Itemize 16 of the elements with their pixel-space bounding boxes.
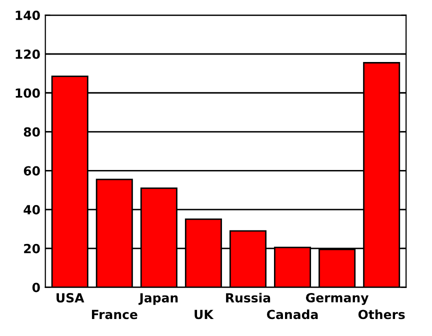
- x-tick-label: France: [92, 310, 138, 320]
- y-tick-label: 100: [16, 88, 40, 98]
- x-tick-label: Japan: [138, 293, 178, 305]
- y-tick-label: 60: [24, 166, 40, 176]
- x-tick-label: USA: [56, 293, 84, 303]
- y-tick-label: 0: [32, 282, 40, 292]
- x-tick-label: Russia: [226, 292, 270, 303]
- y-tick-label: 20: [24, 244, 40, 254]
- x-tick-label: Canada: [266, 310, 318, 320]
- y-tick-label: 80: [24, 127, 40, 137]
- x-tick-label: UK: [194, 310, 214, 320]
- y-tick-label: 40: [24, 204, 40, 214]
- y-tick-label: 120: [16, 49, 40, 59]
- x-tick-label: Others: [358, 310, 405, 320]
- y-tick-label: 140: [16, 10, 40, 20]
- x-tick-label: Germany: [306, 292, 369, 305]
